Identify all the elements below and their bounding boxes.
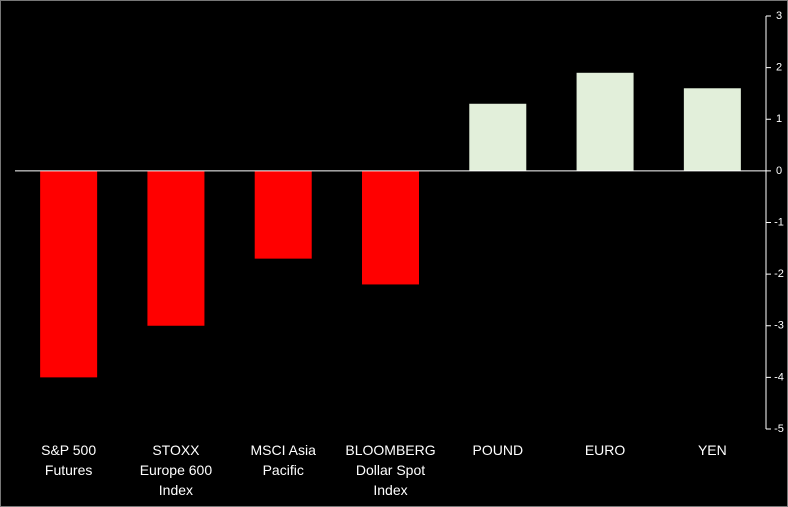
y-tick-label: -1 xyxy=(774,216,784,228)
y-tick-label: 2 xyxy=(776,62,782,74)
y-tick-label: -4 xyxy=(774,371,784,383)
x-tick-label: BLOOMBERG Dollar Spot Index xyxy=(345,442,436,498)
bar xyxy=(683,88,741,171)
y-tick-label: 1 xyxy=(776,113,782,125)
y-tick-label: 3 xyxy=(776,10,782,22)
x-tick-label: POUND xyxy=(472,442,524,458)
x-tick-label: STOXX Europe 600 Index xyxy=(139,442,213,498)
x-tick-label: EURO xyxy=(584,442,626,458)
bar xyxy=(147,170,205,326)
bar xyxy=(469,103,527,171)
y-tick-label: -2 xyxy=(774,268,784,280)
bar xyxy=(40,170,98,378)
bar xyxy=(254,170,312,259)
y-tick-label: 0 xyxy=(776,165,782,177)
y-tick-label: -5 xyxy=(774,423,784,435)
bar xyxy=(362,170,419,285)
x-tick-label: S&P 500 Futures xyxy=(41,442,97,478)
x-tick-label: MSCI Asia Pacific xyxy=(250,442,316,478)
x-tick-label: YEN xyxy=(697,442,727,458)
bar xyxy=(576,72,634,171)
y-tick-label: -3 xyxy=(774,320,784,332)
